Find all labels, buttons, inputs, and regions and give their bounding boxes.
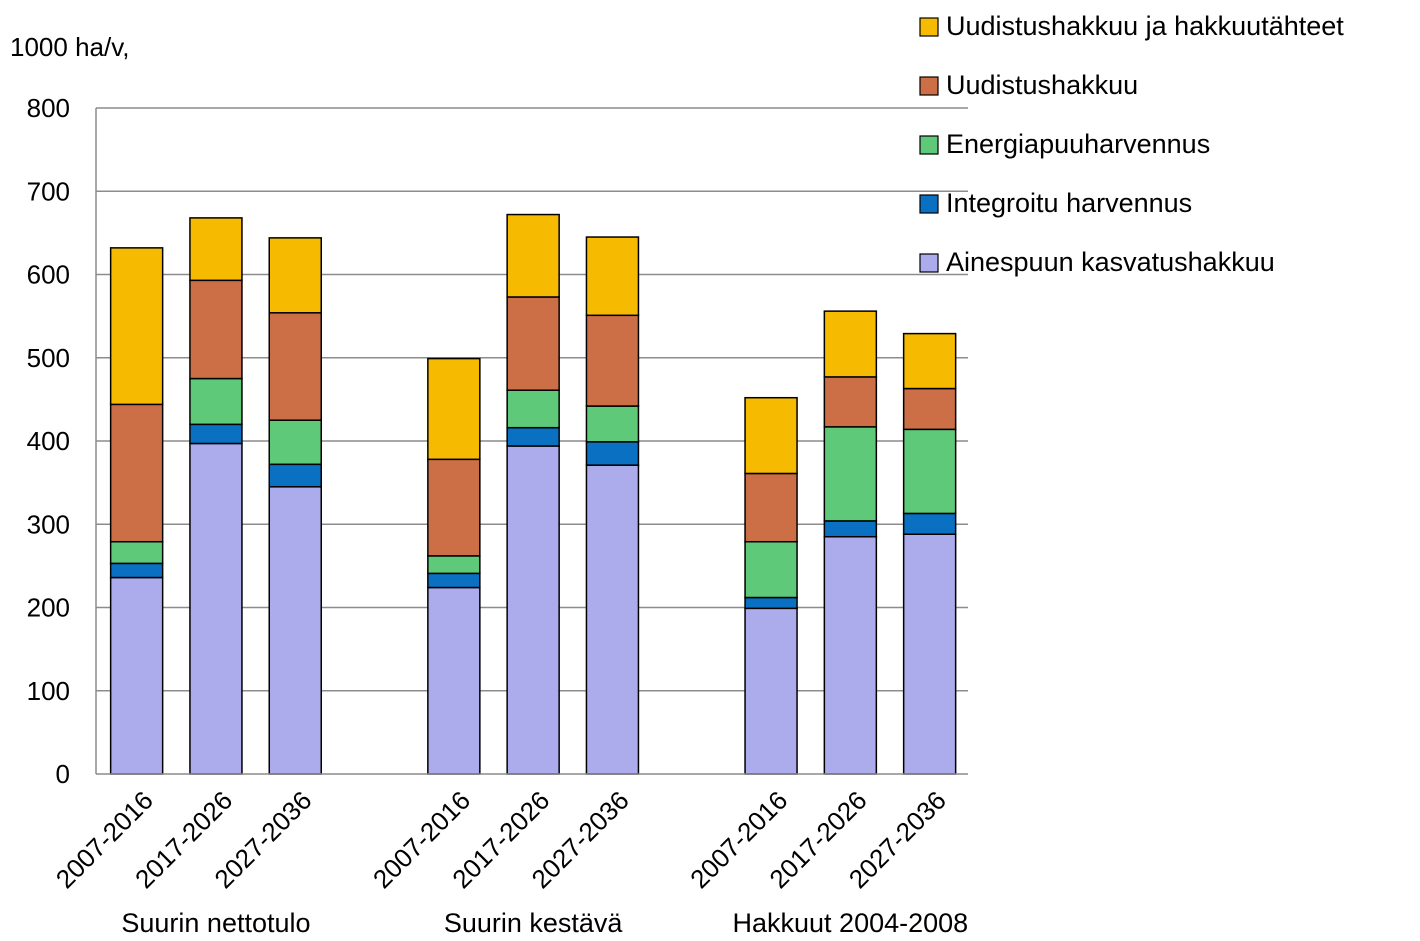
bar-segment: Uudistushakkuu: 82 (744, 472, 798, 543)
bar-segment: Uudistushakkuu: 116 (427, 458, 481, 557)
bar-segment: Ainespuun kasvatushakkuu: 397 (189, 442, 243, 775)
legend-entry: Uudistushakkuu (946, 70, 1138, 100)
bar-segment: Energiapuuharvennus: 53 (268, 419, 322, 466)
bar-segment: Energiapuuharvennus: 67 (744, 540, 798, 599)
bar-segment: Energiapuuharvennus: 45 (506, 389, 560, 429)
y-tick-label: 0 (56, 759, 70, 789)
bar-segment: Uudistushakkuu: 118 (189, 279, 243, 380)
group-label: Suurin kestävä (444, 908, 624, 938)
legend-swatch (919, 135, 939, 155)
y-tick-label: 100 (27, 676, 70, 706)
y-tick-label: 600 (27, 260, 70, 290)
legend-swatch (919, 253, 939, 273)
bar-segment: Uudistushakkuu ja hakkuutähteet: 188 (109, 247, 164, 406)
bar-segment: Ainespuun kasvatushakkuu: 394 (506, 445, 560, 775)
bar-segment: Ainespuun kasvatushakkuu: 236 (109, 576, 164, 775)
bar-segment: Integroitu harvennus: 17 (427, 572, 481, 589)
bar-segment: Uudistushakkuu: 60 (823, 376, 878, 428)
y-tick-label: 300 (27, 509, 70, 539)
y-axis-label: 1000 ha/v, (10, 32, 130, 62)
bar-segment: Ainespuun kasvatushakkuu: 285 (823, 535, 878, 775)
bar-segment: Uudistushakkuu: 129 (268, 312, 322, 421)
bar-segment: Energiapuuharvennus: 21 (427, 555, 481, 575)
bar-segment: Integroitu harvennus: 17 (109, 562, 164, 579)
legend-swatch (919, 194, 939, 214)
bar-segment: Integroitu harvennus: 28 (585, 441, 640, 466)
legend-entry: Ainespuun kasvatushakkuu (946, 247, 1275, 277)
bar-segment: Ainespuun kasvatushakkuu: 288 (902, 533, 957, 775)
bar-segment: Integroitu harvennus: 19 (823, 520, 878, 538)
legend-swatch (919, 17, 939, 37)
y-tick-label: 500 (27, 343, 70, 373)
bar-segment: Uudistushakkuu ja hakkuutähteet: 75 (189, 217, 243, 282)
bars: Ainespuun kasvatushakkuu: 236Integroitu … (109, 213, 957, 775)
legend: Uudistushakkuu ja hakkuutähteet Uudistush… (919, 11, 1344, 277)
group-label: Suurin nettotulo (121, 908, 310, 938)
bar-segment: Energiapuuharvennus: 113 (823, 426, 878, 522)
legend-swatch (919, 76, 939, 96)
bar-segment: Integroitu harvennus: 23 (189, 423, 243, 445)
bar-segment: Uudistushakkuu ja hakkuutähteet: 99 (506, 213, 560, 298)
bar-segment: Integroitu harvennus: 27 (268, 463, 322, 488)
bar-segment: Uudistushakkuu ja hakkuutähteet: 79 (823, 310, 878, 378)
bar-segment: Ainespuun kasvatushakkuu: 371 (585, 464, 640, 775)
bar-segment: Ainespuun kasvatushakkuu: 224 (427, 586, 481, 775)
bar-segment: Integroitu harvennus: 13 (744, 596, 798, 610)
bar-segment: Uudistushakkuu ja hakkuutähteet: 94 (585, 236, 640, 317)
bar-segment: Integroitu harvennus: 25 (902, 512, 957, 535)
bar-segment: Energiapuuharvennus: 43 (585, 405, 640, 443)
bar-segment: Ainespuun kasvatushakkuu: 199 (744, 607, 798, 775)
group-label: Hakkuut 2004-2008 (733, 908, 969, 938)
y-tick-label: 200 (27, 593, 70, 623)
legend-entry: Energiapuuharvennus (946, 129, 1210, 159)
bar-segment: Energiapuuharvennus: 55 (189, 377, 243, 426)
y-tick-label: 700 (27, 176, 70, 206)
bar-segment: Uudistushakkuu ja hakkuutähteet: 90 (268, 237, 322, 314)
bar-segment: Integroitu harvennus: 22 (506, 426, 560, 447)
bar-segment: Uudistushakkuu ja hakkuutähteet: 91 (744, 396, 798, 475)
bar-segment: Energiapuuharvennus: 26 (109, 540, 164, 565)
bar-segment: Uudistushakkuu: 165 (109, 403, 164, 543)
bar-segment: Uudistushakkuu ja hakkuutähteet: 66 (902, 332, 957, 390)
bar-segment: Uudistushakkuu: 49 (902, 387, 957, 431)
bar-segment: Uudistushakkuu: 112 (506, 296, 560, 391)
bar-segment: Uudistushakkuu ja hakkuutähteet: 121 (427, 357, 481, 461)
legend-entry: Integroitu harvennus (946, 188, 1192, 218)
y-tick-label: 800 (27, 93, 70, 123)
bar-segment: Ainespuun kasvatushakkuu: 345 (268, 486, 322, 775)
bar-segment: Uudistushakkuu: 109 (585, 314, 640, 407)
bar-segment: Energiapuuharvennus: 101 (902, 428, 957, 515)
y-tick-label: 400 (27, 426, 70, 456)
legend-entry: Uudistushakkuu ja hakkuutähteet (946, 11, 1344, 41)
